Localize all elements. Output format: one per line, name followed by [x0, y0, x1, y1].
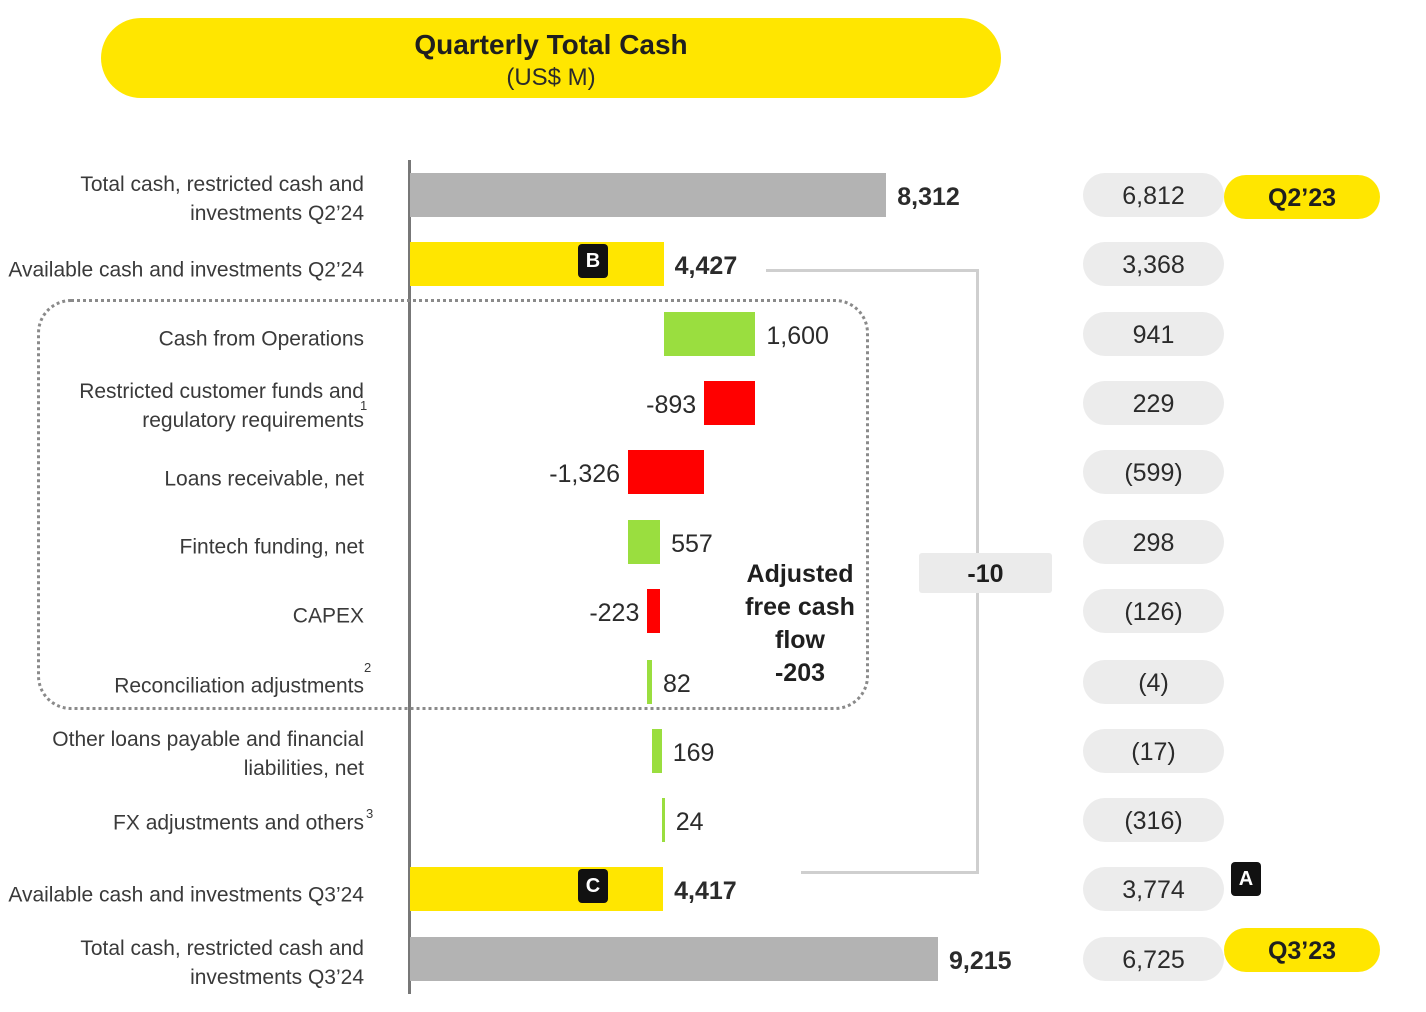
- row-label: Cash from Operations: [158, 327, 364, 351]
- prior-year-value: 3,368: [1083, 242, 1224, 286]
- bar-value-label: -1,326: [549, 460, 621, 488]
- chart-title-banner: Quarterly Total Cash (US$ M): [101, 18, 1001, 98]
- row-label: Loans receivable, net: [164, 467, 364, 491]
- afcf-label-text: Adjusted free cash flow: [745, 560, 855, 654]
- prior-year-value: (4): [1083, 660, 1224, 704]
- waterfall-bar: [410, 242, 664, 286]
- adjusted-free-cash-flow-label: Adjusted free cash flow -203: [730, 558, 870, 690]
- adjusted-free-cash-flow-group: [37, 299, 869, 710]
- prior-year-value: 6,725: [1083, 937, 1224, 981]
- bar-value-label: 169: [672, 739, 715, 767]
- available-cash-change-badge: -10: [919, 553, 1052, 593]
- period-badge-q2-23: Q2’23: [1224, 175, 1380, 219]
- row-label: Available cash and investments Q3’24: [8, 883, 364, 907]
- prior-year-value: (599): [1083, 450, 1224, 494]
- bar-value-label: 4,417: [674, 877, 737, 905]
- footnote-marker: 3: [366, 806, 374, 821]
- bar-value-label: 82: [663, 670, 691, 698]
- chart-subtitle: (US$ M): [506, 64, 596, 91]
- row-label: Fintech funding, net: [179, 535, 364, 559]
- bracket-bottom-line: [801, 871, 979, 874]
- bracket-top-line: [766, 269, 978, 272]
- prior-year-value: 6,812: [1083, 173, 1224, 217]
- waterfall-bar: [647, 660, 653, 704]
- row-label: Total cash, restricted cash and investme…: [80, 937, 364, 989]
- row-label: FX adjustments and others: [113, 811, 364, 835]
- waterfall-bar: [628, 520, 661, 564]
- prior-year-value: (17): [1083, 729, 1224, 773]
- bar-value-label: 557: [671, 530, 713, 558]
- bar-value-label: 9,215: [949, 947, 1012, 975]
- waterfall-bar: [663, 312, 756, 356]
- marker-b: B: [578, 244, 608, 278]
- marker-a: A: [1231, 862, 1261, 896]
- row-label: CAPEX: [292, 604, 364, 628]
- waterfall-bar: [410, 937, 939, 981]
- bar-value-label: 4,427: [674, 252, 738, 280]
- footnote-marker: 1: [360, 398, 368, 413]
- baseline-axis: [408, 160, 411, 994]
- waterfall-bar: [628, 450, 705, 494]
- row-label: Restricted customer funds and regulatory…: [79, 380, 364, 432]
- waterfall-bar: [661, 798, 665, 842]
- waterfall-bar: [704, 381, 756, 425]
- prior-year-value: (126): [1083, 589, 1224, 633]
- waterfall-bar: [410, 173, 887, 217]
- waterfall-bar: [652, 729, 662, 773]
- bar-value-label: -893: [646, 391, 697, 419]
- footnote-marker: 2: [364, 660, 372, 675]
- chart-title: Quarterly Total Cash: [414, 29, 688, 60]
- period-badge-q3-23: Q3’23: [1224, 928, 1380, 972]
- waterfall-bar: [647, 589, 661, 633]
- bar-value-label: 24: [675, 808, 704, 836]
- afcf-value: -203: [774, 659, 826, 687]
- bar-value-label: 8,312: [897, 183, 960, 211]
- bar-value-label: -223: [589, 599, 640, 627]
- bar-value-label: 1,600: [766, 322, 829, 350]
- row-label: Total cash, restricted cash and investme…: [80, 173, 364, 225]
- row-label: Reconciliation adjustments: [114, 674, 364, 698]
- row-label: Other loans payable and financial liabil…: [52, 728, 364, 780]
- prior-year-value: 941: [1083, 312, 1224, 356]
- marker-c: C: [578, 869, 608, 903]
- prior-year-value: 3,774: [1083, 867, 1224, 911]
- prior-year-value: 298: [1083, 520, 1224, 564]
- prior-year-value: (316): [1083, 798, 1224, 842]
- row-label: Available cash and investments Q2’24: [8, 258, 364, 282]
- waterfall-bar: [410, 867, 664, 911]
- prior-year-value: 229: [1083, 381, 1224, 425]
